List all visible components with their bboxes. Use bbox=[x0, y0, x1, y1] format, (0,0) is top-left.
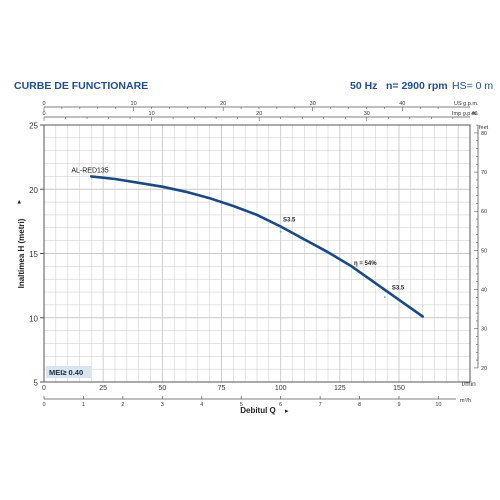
m3h-tick-label: 8 bbox=[358, 402, 361, 408]
y-tick-label: 15 bbox=[29, 250, 38, 259]
imp-gpm-tick-label: 30 bbox=[364, 111, 370, 117]
m3h-tick-label: 6 bbox=[279, 402, 282, 408]
x-tick-label: 100 bbox=[275, 385, 287, 392]
us-gpm-tick-label: 10 bbox=[131, 101, 137, 107]
y-axis-title: Inaltimea H (metri) bbox=[17, 218, 26, 288]
us-gpm-tick-label: 40 bbox=[399, 101, 405, 107]
m3h-tick-label: 5 bbox=[240, 402, 243, 408]
hs-label: HS= 0 m bbox=[452, 80, 494, 92]
frequency-label: 50 Hz bbox=[350, 80, 378, 92]
m3h-tick-label: 4 bbox=[200, 402, 203, 408]
y-tick-label: 20 bbox=[29, 186, 38, 195]
y-tick-label: 10 bbox=[29, 314, 38, 323]
chart-title: CURBE DE FUNCTIONARE bbox=[14, 80, 149, 92]
m3h-tick-label: 3 bbox=[161, 402, 164, 408]
curve-annotation: η = 54% bbox=[354, 261, 377, 267]
feet-tick-label: 70 bbox=[481, 170, 487, 176]
feet-tick-label: 40 bbox=[481, 288, 487, 294]
curve-annotation: S3.5 bbox=[392, 285, 405, 291]
feet-unit-label: feet bbox=[479, 125, 489, 131]
us-gpm-unit-label: US g.p.m. bbox=[454, 101, 479, 107]
speed-label: n= 2900 rpm bbox=[386, 80, 448, 92]
series-label: AL-RED135 bbox=[71, 167, 108, 174]
feet-tick-label: 20 bbox=[481, 366, 487, 372]
us-gpm-tick-label: 30 bbox=[310, 101, 316, 107]
feet-tick-label: 50 bbox=[481, 248, 487, 254]
x-axis-arrow: ▸ bbox=[285, 408, 289, 415]
imp-gpm-tick-label: 40 bbox=[471, 111, 477, 117]
x-tick-label: 125 bbox=[334, 385, 346, 392]
curve-annotation: S3.5 bbox=[283, 217, 296, 223]
annotation-marker bbox=[383, 296, 386, 299]
imp-gpm-tick-label: 10 bbox=[149, 111, 155, 117]
x-tick-label: 75 bbox=[218, 385, 226, 392]
feet-tick-label: 60 bbox=[481, 209, 487, 215]
m3h-tick-label: 2 bbox=[121, 402, 124, 408]
x-tick-label: 50 bbox=[158, 385, 166, 392]
imp-gpm-tick-label: 20 bbox=[256, 111, 262, 117]
m3h-unit-label: m³/h bbox=[460, 398, 471, 404]
y-tick-label: 25 bbox=[29, 122, 38, 131]
x-tick-label: 150 bbox=[393, 385, 405, 392]
y-tick-label: 5 bbox=[34, 379, 39, 388]
feet-tick-label: 30 bbox=[481, 327, 487, 333]
m3h-tick-label: 0 bbox=[42, 402, 45, 408]
x-tick-label: 0 bbox=[42, 385, 46, 392]
m3h-tick-label: 1 bbox=[82, 402, 85, 408]
m3h-tick-label: 7 bbox=[319, 402, 322, 408]
imp-gpm-tick-label: 0 bbox=[42, 111, 45, 117]
imp-gpm-unit-label: Imp g.p.m. bbox=[452, 111, 478, 117]
annotation-marker bbox=[279, 230, 282, 233]
m3h-tick-label: 10 bbox=[435, 402, 441, 408]
us-gpm-tick-label: 20 bbox=[220, 101, 226, 107]
y-axis-arrow: ▸ bbox=[16, 200, 23, 204]
series-line-al-red135 bbox=[90, 175, 425, 318]
mei-badge-bg bbox=[46, 366, 92, 378]
mei-badge: MEI≥ 0.40 bbox=[49, 368, 83, 377]
x-tick-label: 25 bbox=[99, 385, 107, 392]
x-unit-label: l/min bbox=[462, 381, 476, 388]
us-gpm-tick-label: 0 bbox=[42, 101, 45, 107]
feet-tick-label: 80 bbox=[481, 131, 487, 137]
x-axis-title: Debitul Q bbox=[240, 406, 276, 415]
m3h-tick-label: 9 bbox=[397, 402, 400, 408]
